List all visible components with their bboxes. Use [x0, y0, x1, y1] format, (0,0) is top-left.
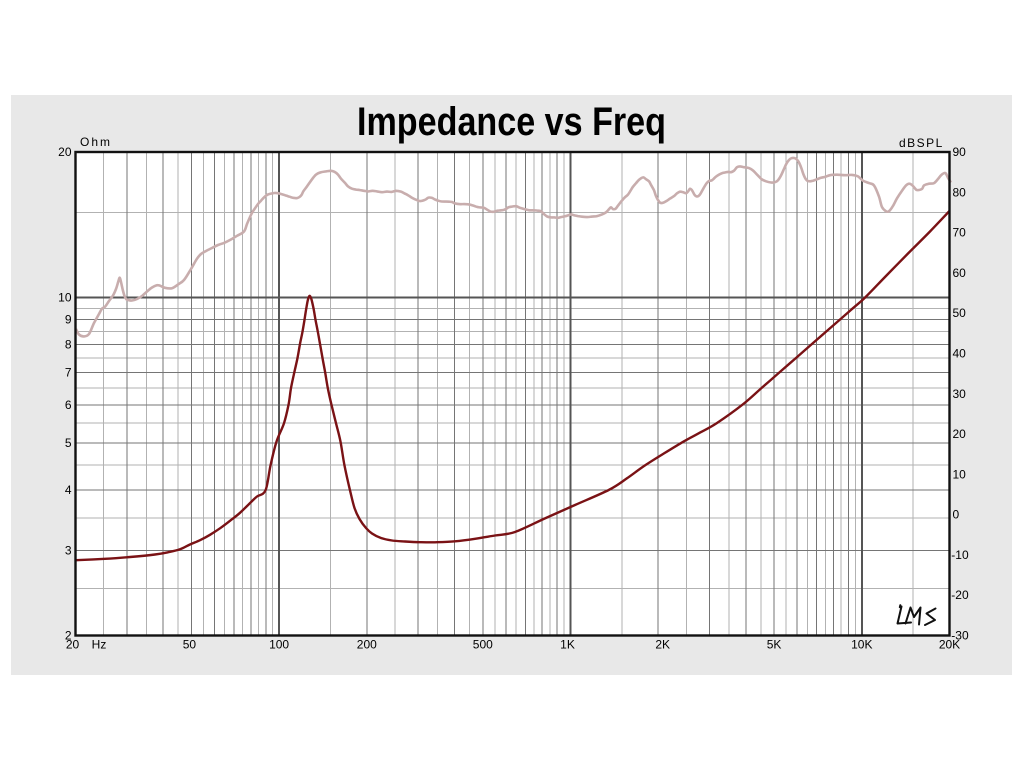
svg-text:20: 20: [66, 638, 80, 652]
svg-text:Ohm: Ohm: [80, 135, 112, 149]
svg-text:20: 20: [58, 145, 72, 159]
svg-text:100: 100: [269, 638, 289, 652]
svg-text:40: 40: [953, 347, 967, 361]
svg-text:2: 2: [65, 629, 72, 643]
svg-text:-20: -20: [951, 588, 969, 602]
svg-text:80: 80: [953, 185, 967, 199]
svg-text:6: 6: [65, 398, 72, 412]
svg-text:1K: 1K: [560, 638, 575, 652]
svg-text:5K: 5K: [767, 638, 782, 652]
svg-text:60: 60: [953, 266, 967, 280]
svg-text:Hz: Hz: [92, 638, 107, 652]
svg-text:dBSPL: dBSPL: [899, 136, 944, 150]
svg-text:10K: 10K: [851, 638, 872, 652]
svg-text:-30: -30: [951, 629, 969, 643]
svg-text:50: 50: [953, 306, 967, 320]
svg-text:2K: 2K: [655, 638, 670, 652]
svg-text:7: 7: [65, 365, 72, 379]
svg-text:9: 9: [65, 313, 72, 327]
svg-text:20: 20: [953, 427, 967, 441]
svg-text:5: 5: [65, 436, 72, 450]
svg-text:Impedance vs Freq: Impedance vs Freq: [357, 100, 666, 144]
svg-text:-10: -10: [951, 548, 969, 562]
svg-text:50: 50: [183, 638, 197, 652]
svg-text:10: 10: [953, 467, 967, 481]
svg-text:3: 3: [65, 543, 72, 557]
svg-text:0: 0: [953, 508, 960, 522]
svg-text:30: 30: [953, 387, 967, 401]
svg-text:4: 4: [65, 483, 72, 497]
svg-text:10: 10: [58, 291, 72, 305]
svg-text:20K: 20K: [939, 638, 960, 652]
svg-text:200: 200: [357, 638, 377, 652]
svg-text:500: 500: [473, 638, 493, 652]
svg-text:8: 8: [65, 337, 72, 351]
svg-text:90: 90: [953, 145, 967, 159]
svg-text:70: 70: [953, 226, 967, 240]
